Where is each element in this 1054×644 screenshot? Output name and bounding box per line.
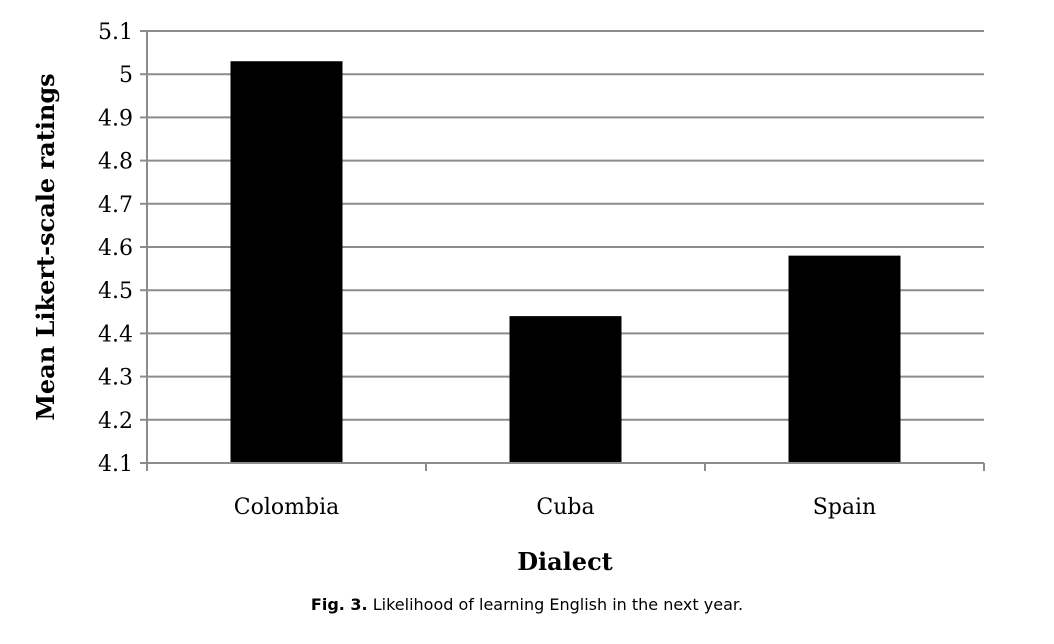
x-tick-label: Colombia xyxy=(234,495,339,520)
y-tick-label: 4.1 xyxy=(98,452,133,477)
y-tick-label: 4.2 xyxy=(98,409,133,434)
y-tick-label: 4.9 xyxy=(98,106,133,131)
bar-colombia xyxy=(230,61,343,464)
y-tick-label: 5.1 xyxy=(98,20,133,45)
bar-chart: 4.1 4.2 4.3 4.4 4.5 4.6 4.7 4.8 4.9 5 5.1 Colombia… xyxy=(31,20,985,576)
bar-cuba xyxy=(509,316,622,463)
y-tick-label: 4.6 xyxy=(98,236,133,261)
bars xyxy=(230,61,901,464)
y-tick-label: 4.7 xyxy=(98,193,133,218)
y-tick-label: 4.5 xyxy=(98,279,133,304)
axes xyxy=(140,30,985,471)
x-tick-label: Cuba xyxy=(536,495,594,520)
y-tick-label: 4.4 xyxy=(98,322,133,347)
y-tick-label: 5 xyxy=(119,63,133,88)
figure-caption: Fig. 3. Likelihood of learning English i… xyxy=(0,595,1054,614)
figure-caption-text: Likelihood of learning English in the ne… xyxy=(372,595,744,614)
bar-spain xyxy=(788,255,901,463)
y-axis-title: Mean Likert-scale ratings xyxy=(31,73,60,420)
figure-label: Fig. 3. xyxy=(310,595,368,614)
x-tick-label: Spain xyxy=(813,495,876,520)
y-tick-label: 4.3 xyxy=(98,366,133,391)
x-tick-labels: Colombia Cuba Spain xyxy=(234,495,876,520)
y-tick-labels: 4.1 4.2 4.3 4.4 4.5 4.6 4.7 4.8 4.9 5 5.1 xyxy=(98,20,133,477)
y-tick-label: 4.8 xyxy=(98,150,133,175)
x-axis-title: Dialect xyxy=(517,547,613,576)
